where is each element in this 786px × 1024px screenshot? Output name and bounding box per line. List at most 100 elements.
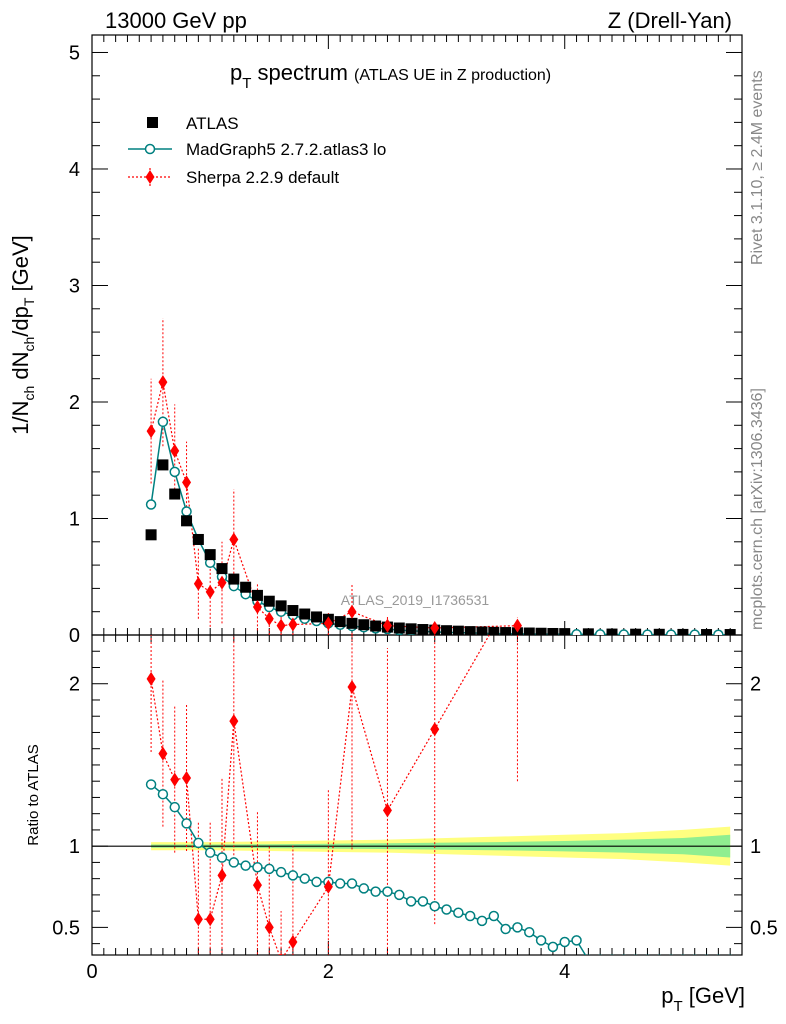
madgraph-point: [665, 629, 677, 635]
madgraph-point: [642, 629, 653, 635]
madgraph-ratio-point: [535, 935, 547, 946]
madgraph-ratio-point: [680, 954, 685, 955]
ratio-y-tick-label-right: 2: [750, 674, 761, 696]
atlas-point: [452, 625, 464, 635]
atlas-point: [724, 629, 736, 635]
sherpa-point: [264, 611, 274, 626]
sherpa-ratio-point: [205, 912, 215, 927]
ratio-y-tick-label-right: 1: [750, 836, 761, 858]
atlas-point: [311, 611, 323, 623]
sherpa-ratio-point: [193, 912, 203, 927]
header-right: Z (Drell-Yan): [608, 8, 732, 33]
madgraph-ratio-point: [453, 907, 464, 919]
atlas-point: [393, 622, 405, 634]
ratio-y-axis-label: Ratio to ATLAS: [25, 744, 42, 845]
madgraph-ratio-point: [240, 860, 251, 871]
atlas-point: [287, 605, 299, 617]
madgraph-ratio-point: [417, 896, 429, 907]
madgraph-ratio-point: [692, 954, 697, 955]
legend-atlas-label: ATLAS: [186, 114, 239, 133]
madgraph-ratio-point: [476, 915, 488, 927]
sherpa-point: [323, 616, 333, 631]
atlas-point: [547, 627, 559, 635]
atlas-point: [251, 589, 263, 601]
madgraph-ratio-point: [346, 878, 358, 889]
madgraph-point: [713, 629, 724, 635]
atlas-point: [228, 573, 240, 585]
madgraph-point: [594, 629, 606, 635]
madgraph-ratio-point: [500, 923, 511, 935]
sherpa-point: [347, 604, 357, 619]
rivet-version-label: Rivet 3.1.10, ≥ 2.4M events: [749, 70, 766, 265]
atlas-point: [405, 623, 417, 635]
sherpa-point: [217, 575, 227, 590]
x-label-p: p: [661, 983, 673, 1008]
atlas-point: [701, 629, 713, 635]
madgraph-ratio-point: [204, 847, 216, 858]
top-y-axis-label: 1/Nch dNch/dpT [GeV]: [8, 235, 37, 435]
tick-labels: 0 2 4 0 1 2 3 4 5 0.5 0.5 1 1 2 2: [52, 42, 778, 983]
atlas-point: [488, 626, 500, 635]
madgraph-ratio-point: [621, 954, 626, 955]
madgraph-ratio-point: [704, 954, 709, 955]
madgraph-ratio-point: [429, 901, 440, 912]
sherpa-point: [276, 618, 286, 633]
atlas-point: [476, 626, 488, 635]
sherpa-point: [382, 618, 392, 633]
ratio-y-tick-label: 2: [69, 674, 80, 696]
madgraph-ratio-point: [370, 886, 381, 897]
x-tick-label: 4: [559, 961, 570, 983]
madgraph-ratio-line: [150, 783, 587, 955]
atlas-point: [417, 624, 429, 635]
sherpa-ratio-point: [382, 803, 392, 818]
sherpa-ratio-point: [170, 772, 180, 787]
legend-madgraph-marker: [144, 143, 156, 155]
sherpa-point: [158, 375, 168, 390]
madgraph-ratio-point: [299, 873, 310, 884]
madgraph-ratio-point: [216, 852, 228, 863]
atlas-point: [653, 628, 665, 635]
madgraph-ratio-point: [598, 954, 603, 955]
madgraph-point: [181, 506, 192, 517]
sherpa-ratio-point: [264, 920, 274, 935]
atlas-point: [582, 628, 594, 635]
madgraph-ratio-point: [311, 876, 322, 888]
top-y-tick-label: 4: [69, 159, 80, 181]
atlas-point: [169, 488, 181, 500]
plot-title: pT spectrum (ATLAS UE in Z production): [230, 60, 551, 92]
sherpa-point: [182, 475, 192, 490]
top-panel-marks: [145, 318, 736, 635]
madgraph-ratio-point: [382, 886, 393, 897]
sherpa-ratio-point: [288, 935, 298, 950]
madgraph-ratio-point: [181, 818, 192, 829]
sherpa-ratio-point: [158, 746, 168, 761]
madgraph-ratio-point: [571, 935, 582, 946]
top-y-tick-label: 0: [69, 625, 80, 647]
sherpa-ratio-line: [150, 635, 490, 955]
madgraph-ratio-point: [488, 910, 500, 922]
madgraph-point: [157, 416, 169, 428]
legend: ATLAS MadGraph5 2.7.2.atlas3 lo Sherpa 2…: [128, 114, 386, 187]
sherpa-point: [252, 600, 262, 615]
atlas-point: [606, 628, 618, 635]
atlas-point: [464, 626, 476, 635]
sherpa-ratio-point: [513, 579, 522, 593]
madgraph-ratio-point: [464, 910, 476, 922]
atlas-point: [204, 549, 216, 561]
legend-sherpa-label: Sherpa 2.2.9 default: [186, 168, 339, 187]
sherpa-point: [430, 621, 440, 635]
madgraph-ratio-point: [287, 870, 299, 881]
sherpa-ratio-point: [146, 671, 156, 686]
atlas-point: [559, 628, 571, 635]
madgraph-ratio-point: [264, 863, 275, 875]
madgraph-ratio-point: [547, 941, 559, 953]
atlas-point: [275, 600, 287, 612]
madgraph-point: [145, 499, 157, 510]
ratio-y-tick-label-right: 0.5: [750, 917, 778, 939]
ratio-panel-marks: [145, 579, 733, 955]
header-left: 13000 GeV pp: [105, 8, 247, 33]
sherpa-ratio-point: [279, 952, 283, 955]
x-tick-label: 0: [86, 961, 97, 983]
madgraph-ratio-point: [358, 883, 370, 894]
sherpa-ratio-point: [430, 722, 440, 737]
